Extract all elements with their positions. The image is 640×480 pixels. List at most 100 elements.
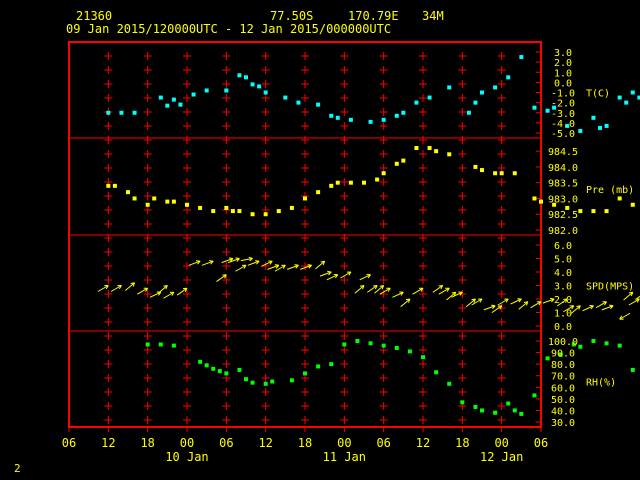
wind-arrow-head [328,271,332,276]
wind-arrow-shaft [315,260,325,270]
wind-arrow-head [564,298,568,303]
wind-arrow [582,304,594,312]
wind-arrow-shaft [274,264,286,272]
wind-arrow-shaft [582,305,594,312]
y-tick-label: -3.0 [551,109,575,120]
wind-arrow [240,256,253,262]
wind-arrow-head [491,304,496,307]
wind-arrow-head [294,264,299,266]
temperature-point [552,105,557,110]
wind-arrow-shaft [188,260,201,266]
temperature-point [427,95,432,100]
wind-arrow [319,270,332,277]
humidity-point [630,367,635,372]
wind-arrow [635,295,640,300]
x-tick-label: 00 [180,436,194,450]
humidity-point [171,343,176,348]
y-tick-label: -4.0 [551,119,575,130]
temperature-point [617,95,622,100]
wind-arrow-shaft [240,258,253,262]
wind-arrow [491,305,503,314]
humidity-point [571,342,576,347]
humidity-point [519,411,524,416]
humidity-point [434,370,439,375]
wind-arrow [623,291,634,301]
station-elevation: 34M [422,9,444,23]
pressure-point [394,161,399,166]
wind-arrow [97,285,109,292]
wind-arrow-head [420,287,424,292]
temperature-point [578,128,583,133]
x-tick-label: 18 [140,436,154,450]
wind-arrow-head [224,274,227,279]
wind-arrow-shaft [491,305,502,314]
humidity-point [224,371,229,376]
temperature-point [394,113,399,118]
pressure-point [198,205,203,210]
pressure-point [289,205,294,210]
wind-arrow-shaft [176,287,188,296]
wind-arrow-head [609,304,614,307]
temperature-point [316,102,321,107]
pressure-point [375,177,380,182]
wind-arrow-head [335,274,339,279]
wind-arrow [137,287,149,295]
page-number: 2 [14,462,21,475]
wind-arrow [497,298,509,306]
humidity-point [217,369,222,374]
pressure-point [329,183,334,188]
wind-arrow [412,287,424,295]
humidity-point [145,342,150,347]
wind-arrow [530,301,542,309]
y-tick-label: 0.0 [554,322,572,333]
humidity-point [368,341,373,346]
wind-arrow-head [619,315,623,320]
wind-arrow [247,260,260,266]
x-tick-label: 06 [219,436,233,450]
humidity-point [270,379,275,384]
wind-arrow [359,273,371,281]
temperature-point [466,110,471,115]
pressure-point [106,183,111,188]
wind-arrow-head [243,264,247,269]
temperature-point [178,102,183,107]
y-tick-label: 60.0 [551,383,575,394]
pressure-point [473,164,478,169]
temperature-point [493,85,498,90]
pressure-point [303,196,307,201]
wind-arrow [176,287,188,296]
wind-arrow-shaft [563,305,575,313]
wind-arrow-shaft [163,291,175,299]
wind-arrow-head [550,297,555,300]
wind-arrow [557,298,568,307]
humidity-point [250,380,255,385]
wind-arrow-shaft [530,301,542,309]
x-tick-label: 12 [101,436,115,450]
wind-arrow [326,273,339,281]
humidity-point [329,362,334,367]
pressure-point [132,196,137,201]
wind-arrow-head [229,258,234,262]
temperature-point [296,100,301,105]
temperature-point [604,123,609,128]
wind-arrow-shaft [227,258,240,264]
wind-arrow-head [158,291,162,296]
wind-arrow-shaft [354,285,365,294]
wind-arrow-head [578,305,581,310]
temperature-point [532,105,537,110]
pressure-point [165,199,170,204]
wind-arrow-head [446,287,450,292]
wind-arrow-head [400,291,404,296]
pressure-point [185,202,189,207]
temperature-point [414,100,419,105]
wind-arrow-shaft [137,287,148,295]
wind-arrow [157,285,168,294]
humidity-point [460,400,465,405]
panel-label-humidity: RH(%) [586,378,616,389]
wind-arrow-head [407,298,411,303]
x-tick-label: 00 [337,436,351,450]
wind-arrow-head [184,287,188,293]
temperature-point [244,75,248,80]
pressure-point [263,212,268,217]
wind-arrow-shaft [261,260,273,267]
